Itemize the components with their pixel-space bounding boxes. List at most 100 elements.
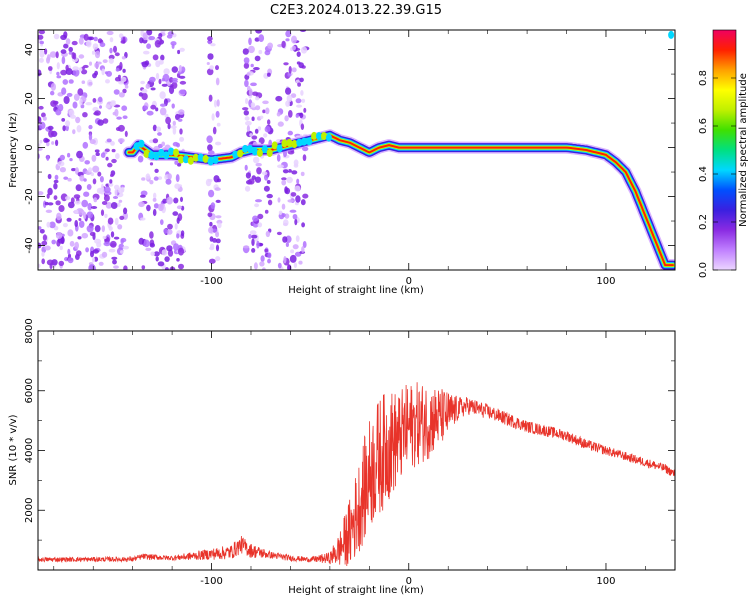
spectrogram-speckle [146,30,153,36]
spectrogram-speckle [124,130,128,137]
spectrogram-speckle [39,50,45,58]
spectrogram-speckle [141,88,148,94]
spectrogram-speckle [59,245,63,251]
spectrogram-speckle [177,49,181,55]
spectrogram-speckle [41,112,46,118]
spectrogram-speckle [53,33,60,40]
spectrogram-speckle [248,88,253,97]
spectrogram-speckle [153,251,160,257]
spectrogram-speckle [92,178,97,185]
spectrogram-speckle [82,141,89,149]
spectrogram-speckle [262,109,266,114]
spectrogram-speckle [114,188,118,197]
spectrogram-speckle [292,244,299,250]
colorbar-tick-label: 0.0 [698,262,709,278]
spectrogram-trace-blob [168,147,175,156]
spectrogram-speckle [120,250,124,254]
spectrogram-speckle [288,66,292,74]
spectrogram-trace-blob [251,147,258,156]
spectrogram-speckle [120,184,125,188]
spectrogram-speckle [300,123,305,130]
spectrogram-speckle [51,141,55,145]
spectrogram-speckle [155,256,159,262]
colorbar-ticks: 0.0 0.2 0.4 0.6 0.8 [698,70,736,278]
spectrogram-speckle [83,191,90,197]
snr-y-axis-label: SNR (10 * v/v) [8,414,19,485]
spectrogram-speckle [146,43,152,49]
spectrogram-speckle [140,217,146,221]
spectrogram-speckle [56,75,62,79]
spectrogram-speckle [83,211,87,220]
spectrogram-speckle [291,45,296,51]
spectrogram-speckle [74,220,78,227]
spectrogram-speckle [67,201,75,209]
spectrogram-speckle [247,45,255,54]
spectrogram-speckle [117,224,123,230]
spectrogram-speckle [109,37,114,43]
spectrogram-speckle [100,183,104,192]
spectrogram-speckle [296,178,300,184]
spectrogram-speckle [78,37,84,45]
spectrogram-speckle [302,193,309,199]
spectrogram-speckle [158,78,162,85]
spectrogram-speckle [137,155,144,163]
spectrogram-speckle [109,47,113,54]
spectrogram-speckle [122,68,126,73]
spectrogram-speckle [71,40,78,46]
spectrogram-speckle [94,225,101,233]
spectrogram-speckle [57,160,65,167]
spectrogram-speckle [267,199,273,206]
spectrogram-trace-blob [266,149,273,157]
spectrogram-speckle [209,221,213,227]
spectrogram-speckle [89,61,92,66]
spectrogram-speckle [244,116,250,121]
spectrogram-speckle [248,37,252,46]
spectrogram-speckle [276,231,282,236]
spectrogram-trace-blob [286,138,293,147]
spectrogram-speckle [255,96,260,101]
spectrogram-speckle [299,77,304,83]
spectrogram-speckle [298,260,303,265]
spectrogram-speckle [278,210,283,215]
spectrogram-speckle [114,108,119,117]
spectrogram-speckle [284,186,288,194]
spectrogram-speckle [250,82,257,87]
spectrogram-speckle [178,65,183,73]
spectrogram-speckle [296,104,303,108]
spectrogram-speckle [138,201,145,208]
spectrogram-speckle [267,258,271,264]
spectrogram-speckle [161,141,166,147]
spectrogram-speckle [84,160,90,165]
spectrogram-speckle [160,54,165,61]
spectrogram-panel: -100 0 100 -40 -20 0 20 40 Height of straight l… [8,29,676,296]
spectrogram-speckle [266,193,273,199]
spectrogram-speckle [111,148,116,153]
spectrogram-speckle [141,92,148,101]
spectrogram-speckle [286,94,293,103]
spectrogram-speckle [66,92,73,97]
spectrogram-speckle [78,67,83,72]
spectrogram-speckle [106,30,114,36]
spectrogram-speckle [85,102,93,106]
spectrogram-speckle [150,251,155,256]
spectrogram-trace-blob [153,152,160,161]
spectrogram-speckle [255,199,262,203]
spectrogram-speckle [139,37,144,44]
spectrogram-speckle [285,87,292,95]
spectrogram-speckle [101,225,106,233]
spectrogram-speckle [255,105,261,111]
spectrogram-speckle [117,202,121,207]
spectrogram-speckle [83,178,87,182]
spectrogram-speckle [254,55,261,62]
spectrogram-speckle [93,197,98,203]
spectrogram-speckle [81,80,86,84]
spectrogram-speckle [167,123,171,130]
spectrogram-speckle [86,184,92,190]
spectrogram-trace-layer [127,134,674,267]
spectrogram-y-tick-label: 0 [24,144,35,150]
spectrogram-trace-blob [296,138,303,147]
spectrogram-speckle [251,248,256,253]
spectrogram-trace-blob [182,155,189,164]
spectrogram-speckle [251,234,258,239]
spectrogram-speckle [61,118,66,122]
